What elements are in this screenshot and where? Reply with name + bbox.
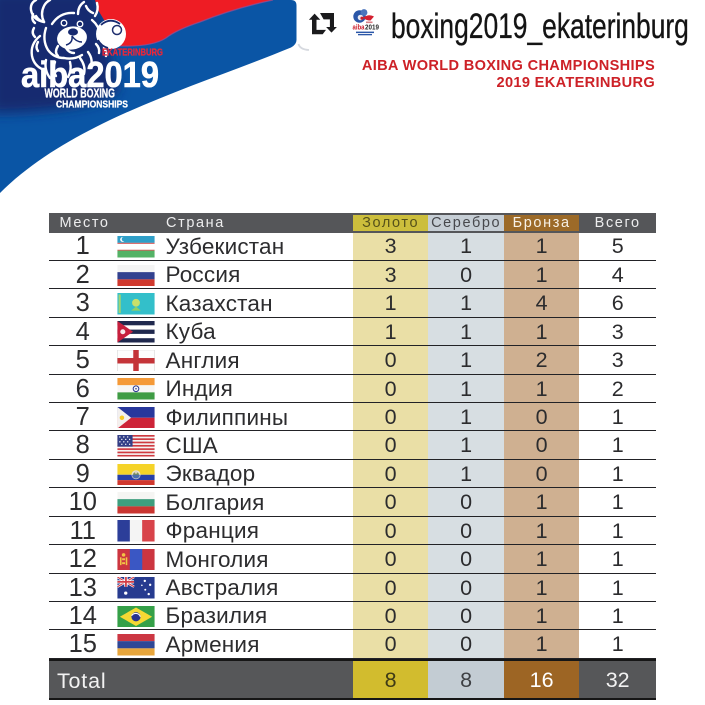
svg-text:EKATERINBURG: EKATERINBURG (102, 48, 163, 59)
svg-text:aiba2019: aiba2019 (21, 54, 159, 95)
svg-text:aiba: aiba (353, 23, 366, 32)
svg-text:2019: 2019 (365, 23, 379, 32)
svg-text:WORLD BOXING: WORLD BOXING (45, 87, 116, 101)
svg-text:CHAMPIONSHIPS: CHAMPIONSHIPS (56, 99, 128, 111)
